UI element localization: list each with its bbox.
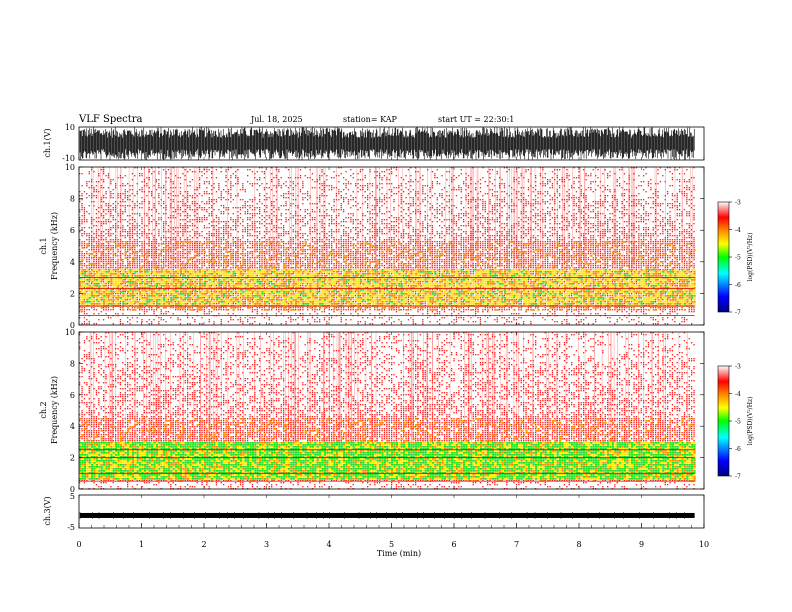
ch2-spectrogram-image [79, 332, 696, 490]
ch1-spectrogram-ytick-label: 0 [70, 321, 75, 330]
colorbar-tick-label: -3 [735, 364, 741, 371]
colorbar-tick-label: -7 [735, 310, 741, 317]
time-tick-label: 2 [201, 540, 206, 549]
ch1-spectrogram-image [78, 167, 696, 325]
colorbar-tick-label: -4 [735, 391, 741, 398]
colorbar-ch2-ticks: -3 -4 -5 -6 -7 [729, 364, 741, 481]
colorbar-ch2-label: log(PSD)(V²/Hz) [747, 397, 754, 446]
ch1-spectrogram-orange-pixels [79, 241, 696, 311]
ch1-waveform-panel: 10 -10 ch.1(V) [43, 123, 705, 163]
ch2-freq-ticks: 0 2 4 6 8 10 [65, 328, 704, 494]
ch3-waveform-band [80, 512, 695, 518]
time-axis: 0 1 2 3 4 5 6 7 8 9 10 [76, 157, 709, 549]
colorbar-tick-label: -5 [735, 255, 741, 262]
figure-title: VLF Spectra [78, 114, 143, 125]
ch1-spectrogram-panel: 0 2 4 6 8 10 ch.1 Frequency (kHz) [39, 163, 705, 330]
time-tick-label: 0 [76, 540, 81, 549]
time-tick-label: 6 [451, 540, 456, 549]
colorbar-ch1-label: log(PSD)(V²/Hz) [747, 233, 754, 282]
ch2-spectrogram-ytick-label: 10 [65, 328, 75, 337]
colorbar-ch2: -3 -4 -5 -6 -7 log(PSD)(V²/Hz) [717, 364, 754, 481]
ch2-spectrogram-ytick-label: 8 [70, 359, 75, 368]
colorbar-tick-label: -6 [735, 446, 741, 453]
ch1-spectrogram-streaks [78, 167, 693, 269]
ch2-spectrogram-ytick-label: 2 [70, 454, 75, 463]
time-tick-label: 9 [639, 540, 644, 549]
ch3-waveform-trace [79, 511, 695, 519]
colorbar-tick-label: -4 [735, 227, 741, 234]
station-label: station= KAP [343, 115, 398, 124]
ch2-spectrogram-streaks [89, 332, 688, 442]
ch3-ytick-top: 5 [70, 492, 75, 501]
colorbar-tick-label: -7 [735, 474, 741, 481]
colorbar-ch1-ticks: -3 -4 -5 -6 -7 [729, 200, 741, 317]
colorbar-ch2-gradient [717, 365, 730, 477]
ch1-spectrogram-ytick-label: 6 [70, 226, 75, 235]
colorbar-tick-label: -6 [735, 282, 741, 289]
ch1-freq-ticks: 0 2 4 6 8 10 [65, 163, 704, 330]
ch1-waveform-line [79, 127, 695, 160]
time-tick-label: 10 [699, 540, 709, 549]
ch3-waveform-ylabel: ch.3(V) [43, 496, 52, 525]
ch1-ytick-bottom: -10 [62, 154, 75, 163]
ch1-waveform-ylabel: ch.1(V) [43, 128, 52, 157]
colorbar-ch1-gradient [717, 201, 730, 313]
ch3-waveform-panel: 5 -5 ch.3(V) [43, 492, 705, 532]
time-tick-label: 3 [264, 540, 269, 549]
time-tick-label: 4 [326, 540, 331, 549]
ch3-waveform-spikes [79, 511, 685, 519]
start-time-label: start UT = 22:30:1 [438, 115, 514, 124]
ch1-waveform-trace [79, 127, 695, 160]
ch1-spectrogram-ytick-label: 8 [70, 195, 75, 204]
ch2-spectrogram-yellow-pixels [79, 442, 696, 480]
time-tick-label: 5 [389, 540, 394, 549]
ch2-freq-ylabel: Frequency (kHz) [50, 376, 59, 444]
time-axis-label: Time (min) [377, 549, 421, 558]
ch1-spectrogram-ytick-label: 4 [70, 258, 75, 267]
ch1-spectrogram-ytick-label: 2 [70, 289, 75, 298]
ch1-spectrogram-ytick-label: 10 [65, 163, 75, 172]
ch2-freq-ylabel-channel: ch.2 [39, 401, 48, 418]
time-tick-label: 8 [576, 540, 581, 549]
date-label: Jul. 18, 2025 [250, 115, 303, 124]
colorbar-ch1: -3 -4 -5 -6 -7 log(PSD)(V²/Hz) [717, 200, 754, 317]
ch1-spectrogram-yellow-pixels [79, 269, 696, 307]
ch2-spectrogram-panel: 0 2 4 6 8 10 ch.2 Frequency (kHz) [39, 328, 705, 494]
time-tick-label: 7 [514, 540, 519, 549]
time-tick-label: 1 [139, 540, 144, 549]
ch2-spectrogram-red-pixels [79, 332, 695, 490]
ch2-spectrogram-green-pixels [79, 442, 696, 480]
ch2-spectrogram-ytick-label: 6 [70, 391, 75, 400]
ch1-freq-ylabel: Frequency (kHz) [50, 212, 59, 280]
colorbar-tick-label: -5 [735, 419, 741, 426]
ch2-spectrogram-ytick-label: 0 [70, 485, 75, 494]
ch1-ytick-top: 10 [65, 123, 75, 132]
colorbar-tick-label: -3 [735, 200, 741, 207]
ch3-ytick-bottom: -5 [67, 523, 75, 532]
ch1-freq-ylabel-channel: ch.1 [39, 237, 48, 254]
ch2-spectrogram-ytick-label: 4 [70, 422, 75, 431]
